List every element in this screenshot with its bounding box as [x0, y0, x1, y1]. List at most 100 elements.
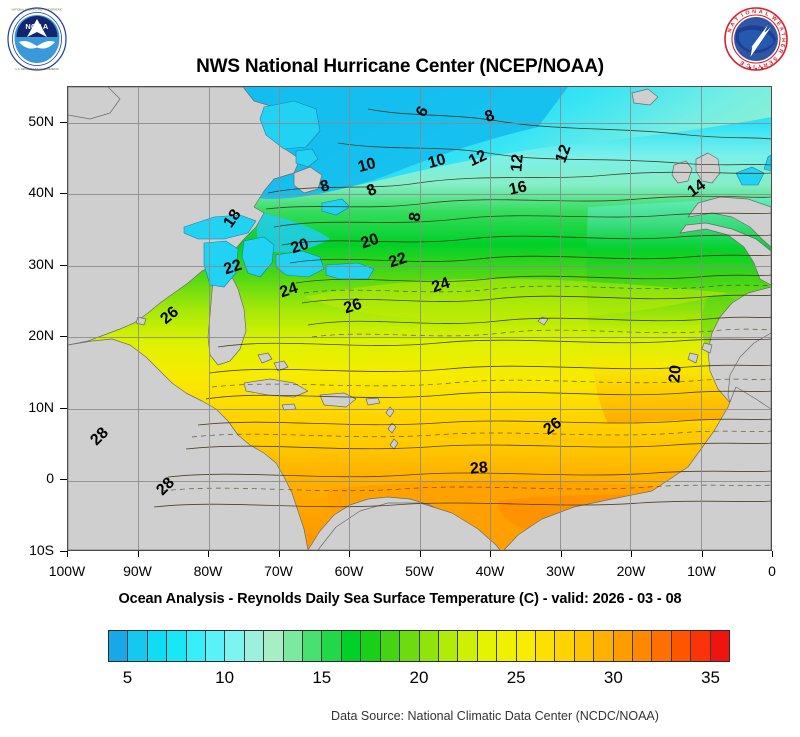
- contour-label: 26: [157, 303, 182, 329]
- colorbar-swatch[interactable]: [303, 631, 323, 661]
- colorbar-swatch[interactable]: [225, 631, 245, 661]
- colorbar-swatch[interactable]: [147, 631, 168, 661]
- x-axis-tick: [208, 551, 209, 557]
- contour-label: 28: [153, 474, 179, 500]
- gridline-horizontal: [68, 337, 771, 339]
- y-axis-label: 40N: [28, 184, 54, 201]
- contour-label: 20: [666, 364, 685, 384]
- colorbar-swatch[interactable]: [632, 631, 653, 661]
- x-axis-tick: [631, 551, 632, 557]
- colorbar-swatch[interactable]: [128, 631, 148, 661]
- colorbar-swatch[interactable]: [419, 631, 439, 661]
- colorbar-swatch[interactable]: [652, 631, 672, 661]
- sst-map-plot[interactable]: 6 8 8 8 8 10 10 12 12 12 14 16 18 20 20 20 22 22 24 24 26 26 2…: [67, 86, 772, 551]
- y-axis-label: 20N: [28, 327, 54, 344]
- svg-text:H: H: [780, 38, 786, 42]
- colorbar-tick-label: 5: [122, 668, 133, 687]
- gridline-vertical: [630, 87, 632, 550]
- colorbar-tick-label: 35: [701, 668, 721, 687]
- contour-label: 10: [355, 154, 378, 176]
- x-axis-label: 40W: [475, 563, 505, 579]
- colorbar-swatch[interactable]: [244, 631, 265, 661]
- colorbar-swatch[interactable]: [613, 631, 633, 661]
- colorbar-swatch[interactable]: [361, 631, 381, 661]
- contour-label: 14: [684, 176, 710, 201]
- colorbar-swatch[interactable]: [710, 631, 729, 661]
- gridline-horizontal: [68, 480, 771, 482]
- colorbar-swatch[interactable]: [594, 631, 614, 661]
- colorbar-swatch[interactable]: [109, 631, 129, 661]
- colorbar-swatch[interactable]: [497, 631, 517, 661]
- contour-label: 22: [221, 256, 245, 278]
- colorbar-swatch[interactable]: [283, 631, 304, 661]
- x-axis-tick: [278, 551, 280, 557]
- svg-text:O: O: [745, 10, 751, 17]
- svg-text:R: R: [762, 61, 768, 68]
- colorbar-swatch[interactable]: [555, 631, 575, 661]
- gridline-horizontal: [68, 122, 771, 124]
- gridline-vertical: [489, 87, 491, 550]
- svg-text:E: E: [739, 59, 745, 66]
- x-axis-label: 50W: [405, 563, 434, 579]
- colorbar[interactable]: [108, 630, 730, 662]
- colorbar-swatch[interactable]: [516, 631, 536, 661]
- colorbar-swatch[interactable]: [206, 631, 226, 661]
- gridline-horizontal: [68, 265, 771, 267]
- colorbar-swatch[interactable]: [322, 631, 342, 661]
- contour-label: 8: [406, 210, 425, 223]
- contour-label: 6: [412, 104, 433, 121]
- colorbar-swatch[interactable]: [167, 631, 187, 661]
- y-axis-tick: [60, 407, 67, 409]
- gridline-horizontal: [68, 408, 771, 410]
- colorbar-swatch[interactable]: [458, 631, 478, 661]
- x-axis-tick: [772, 551, 773, 557]
- data-source-footer: Data Source: National Climatic Data Cent…: [0, 709, 800, 723]
- svg-text:A: A: [778, 26, 785, 32]
- y-axis-tick: [60, 479, 67, 481]
- colorbar-swatch[interactable]: [400, 631, 420, 661]
- colorbar-swatch[interactable]: [574, 631, 595, 661]
- colorbar-swatch[interactable]: [477, 631, 498, 661]
- colorbar-swatches[interactable]: [108, 630, 730, 662]
- svg-text:I: I: [740, 12, 745, 18]
- x-axis-label: 80W: [193, 563, 223, 579]
- colorbar-swatch[interactable]: [380, 631, 401, 661]
- contour-label: 8: [363, 181, 380, 201]
- x-axis-label: 70W: [264, 563, 293, 579]
- contour-label: 10: [426, 151, 448, 173]
- y-axis-label: 10N: [28, 398, 54, 415]
- gridline-horizontal: [68, 194, 771, 196]
- colorbar-swatch[interactable]: [341, 631, 362, 661]
- contour-label: 26: [540, 414, 565, 439]
- x-axis-label: 90W: [123, 563, 152, 579]
- gridline-vertical: [138, 87, 140, 550]
- colorbar-swatch[interactable]: [671, 631, 692, 661]
- y-axis-tick: [60, 264, 67, 266]
- y-axis-tick: [60, 121, 67, 123]
- x-axis-label: 100W: [48, 563, 86, 579]
- colorbar-tick-label: 30: [603, 668, 623, 687]
- y-axis-label: 10S: [29, 542, 54, 558]
- svg-text:NOAA: NOAA: [25, 22, 49, 31]
- svg-text:I: I: [753, 63, 755, 69]
- colorbar-swatch[interactable]: [535, 631, 556, 661]
- contour-label: 22: [387, 249, 410, 271]
- x-axis-label: 30W: [546, 563, 575, 579]
- colorbar-swatch[interactable]: [438, 631, 459, 661]
- contour-label: 24: [278, 279, 301, 302]
- gridline-vertical: [700, 87, 702, 550]
- svg-text:N: N: [752, 9, 756, 15]
- colorbar-swatch[interactable]: [186, 631, 207, 661]
- page-title: NWS National Hurricane Center (NCEP/NOAA…: [196, 56, 604, 77]
- contour-label: 18: [220, 206, 245, 231]
- x-axis-label: 20W: [616, 563, 646, 579]
- data-source-text: Data Source: National Climatic Data Cent…: [331, 709, 659, 723]
- nws-logo: N A T I O N A L W E A T H E R S E R V I: [722, 6, 790, 76]
- colorbar-swatch[interactable]: [691, 631, 711, 661]
- y-axis-tick: [60, 193, 67, 195]
- colorbar-tick-label: 20: [409, 668, 429, 687]
- chart-subtitle: Ocean Analysis - Reynolds Daily Sea Surf…: [118, 591, 682, 607]
- y-axis-label: 0: [46, 470, 54, 487]
- colorbar-swatch[interactable]: [264, 631, 284, 661]
